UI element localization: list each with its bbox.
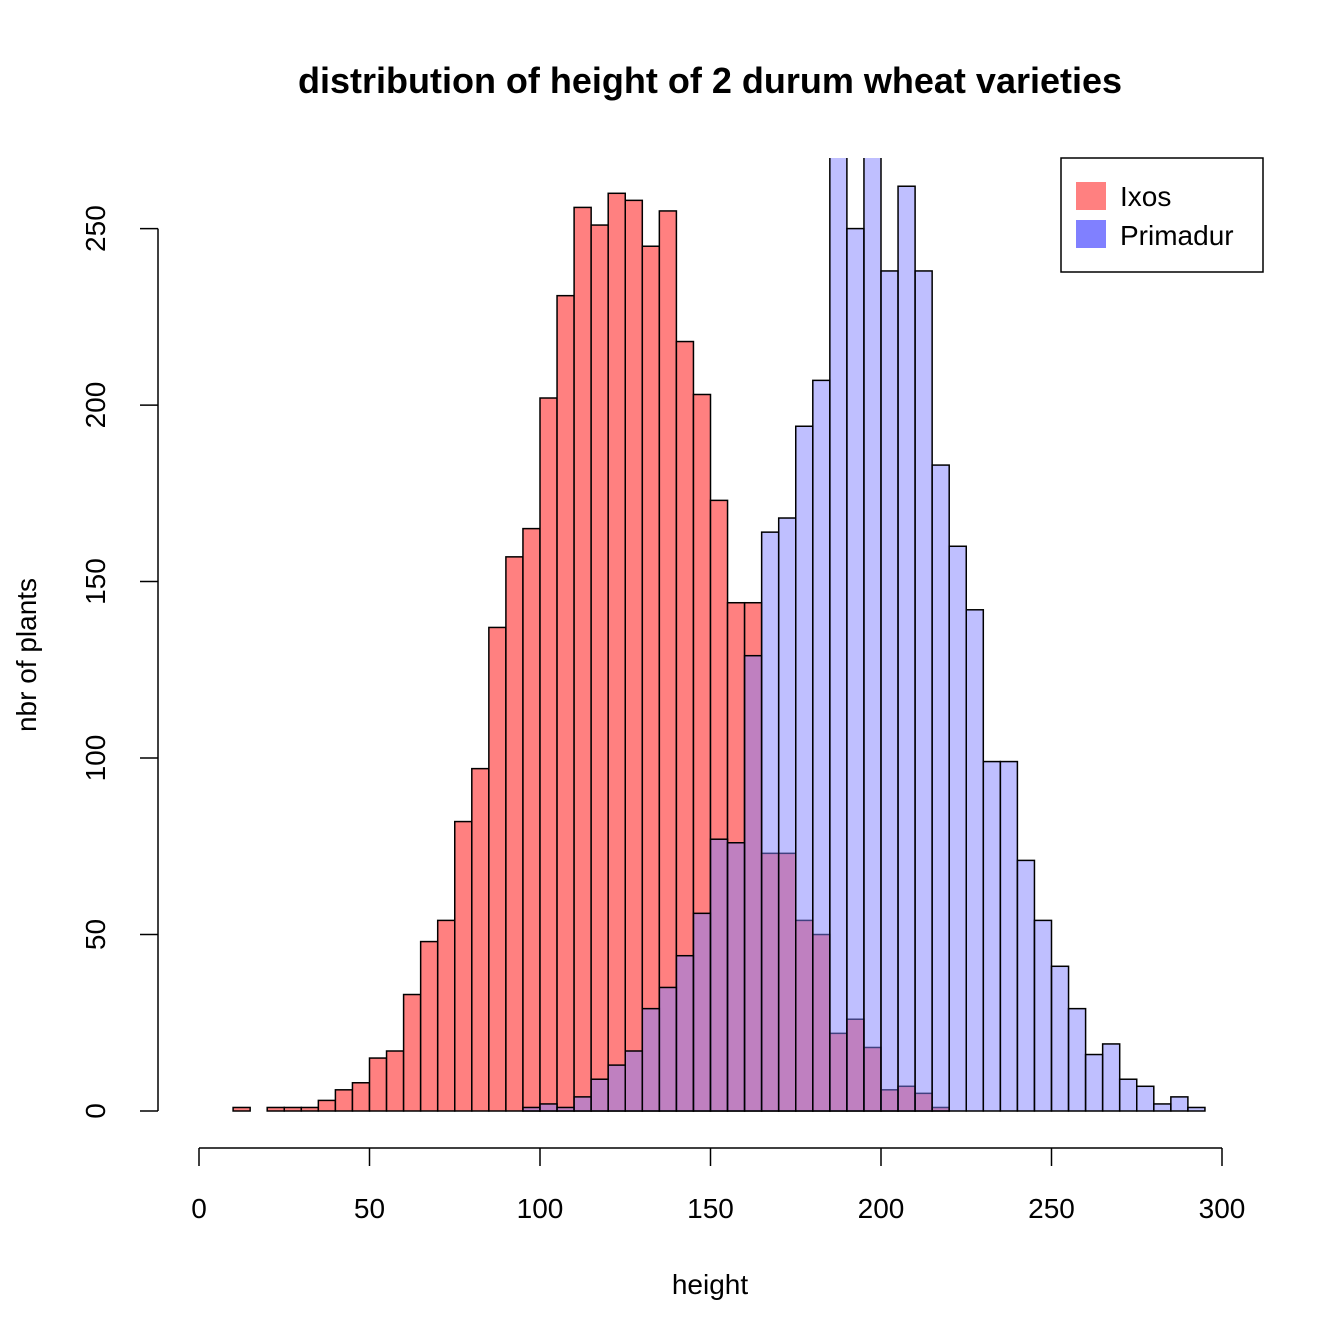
bar-primadur [1067, 1007, 1087, 1112]
bar-primadur [1153, 1103, 1172, 1112]
chart-title: distribution of height of 2 durum wheat … [298, 60, 1122, 101]
bar-primadur [726, 842, 746, 1112]
bar-primadur [897, 185, 916, 1112]
bar-primadur [965, 609, 985, 1112]
bar-primadur [1084, 1053, 1104, 1112]
bar-ixos [454, 820, 473, 1112]
bar-primadur [999, 760, 1019, 1112]
bar-primadur [795, 425, 814, 1112]
bar-ixos [368, 1057, 388, 1112]
y-tick-label: 200 [80, 382, 111, 429]
legend-box [1060, 157, 1264, 273]
bar-primadur [760, 531, 780, 1112]
bar-primadur [743, 654, 763, 1112]
bar-ixos [283, 1106, 303, 1112]
y-tick-label: 150 [80, 558, 111, 605]
bar-primadur [675, 954, 695, 1112]
legend-swatch-ixos [1076, 182, 1106, 210]
bar-ixos [419, 940, 439, 1112]
y-axis-title: nbr of plants [11, 578, 42, 732]
bar-primadur [829, 158, 848, 1112]
series-primadur [522, 158, 1206, 1112]
y-tick-label: 0 [80, 1103, 111, 1119]
x-tick-label: 300 [1199, 1193, 1246, 1224]
bar-primadur [1187, 1106, 1206, 1112]
bar-ixos [488, 626, 507, 1112]
x-tick-label: 100 [517, 1193, 564, 1224]
bar-primadur [880, 270, 899, 1112]
bar-ixos [539, 397, 558, 1112]
bar-ixos [641, 245, 661, 1112]
bar-primadur [658, 986, 678, 1112]
bar-primadur [1101, 1043, 1121, 1112]
bar-ixos [556, 294, 575, 1112]
x-tick-label: 0 [191, 1193, 207, 1224]
bar-ixos [590, 224, 609, 1112]
bar-ixos [385, 1050, 405, 1112]
y-tick-label: 250 [80, 205, 111, 252]
bar-primadur [556, 1106, 575, 1112]
bar-ixos [573, 206, 592, 1112]
bar-ixos [300, 1106, 320, 1112]
bar-primadur [1016, 859, 1036, 1112]
x-tick-label: 250 [1028, 1193, 1075, 1224]
bar-ixos [607, 192, 627, 1112]
bars-layer [232, 158, 1206, 1112]
y-tick-label: 100 [80, 735, 111, 782]
bar-primadur [1170, 1096, 1189, 1112]
bar-primadur [692, 912, 712, 1112]
bar-primadur [641, 1007, 661, 1112]
legend-swatch-primadur [1076, 220, 1106, 248]
axes-layer: 0 50 100 150 200 250 300 0 50 100 150 200 250 [80, 205, 1245, 1224]
bar-ixos [436, 919, 456, 1112]
bar-primadur [607, 1064, 627, 1112]
legend-label-primadur: Primadur [1120, 220, 1234, 251]
legend-label-ixos: Ixos [1120, 181, 1171, 212]
bar-primadur [573, 1096, 592, 1112]
bar-ixos [232, 1106, 251, 1112]
bar-ixos [402, 993, 422, 1112]
bar-ixos [522, 527, 541, 1112]
bar-ixos [624, 199, 644, 1112]
bar-ixos [317, 1099, 337, 1112]
bar-primadur [1118, 1078, 1138, 1112]
bar-primadur [1136, 1085, 1155, 1112]
bar-primadur [846, 227, 865, 1112]
bar-ixos [505, 556, 524, 1112]
bar-primadur [777, 517, 797, 1112]
bar-primadur [1050, 965, 1070, 1112]
x-tick-label: 150 [687, 1193, 734, 1224]
bar-primadur [590, 1078, 609, 1112]
bar-primadur [624, 1050, 644, 1112]
bar-primadur [709, 838, 729, 1112]
bar-primadur [539, 1103, 558, 1112]
bar-ixos [334, 1089, 354, 1112]
bar-primadur [812, 379, 831, 1112]
x-axis-title: height [672, 1269, 749, 1300]
x-tick-label: 200 [858, 1193, 905, 1224]
bar-primadur [522, 1106, 541, 1112]
bar-primadur [931, 464, 950, 1112]
bar-primadur [863, 158, 882, 1112]
legend: Ixos Primadur [1060, 157, 1264, 273]
bar-ixos [471, 767, 490, 1112]
y-tick-label: 50 [80, 919, 111, 950]
bar-primadur [914, 270, 933, 1112]
bar-ixos [266, 1106, 286, 1112]
bar-ixos [658, 210, 678, 1112]
x-tick-label: 50 [354, 1193, 385, 1224]
bar-ixos [351, 1082, 371, 1112]
bar-primadur [1033, 919, 1053, 1112]
bar-primadur [948, 545, 968, 1112]
bar-primadur [982, 760, 1002, 1112]
